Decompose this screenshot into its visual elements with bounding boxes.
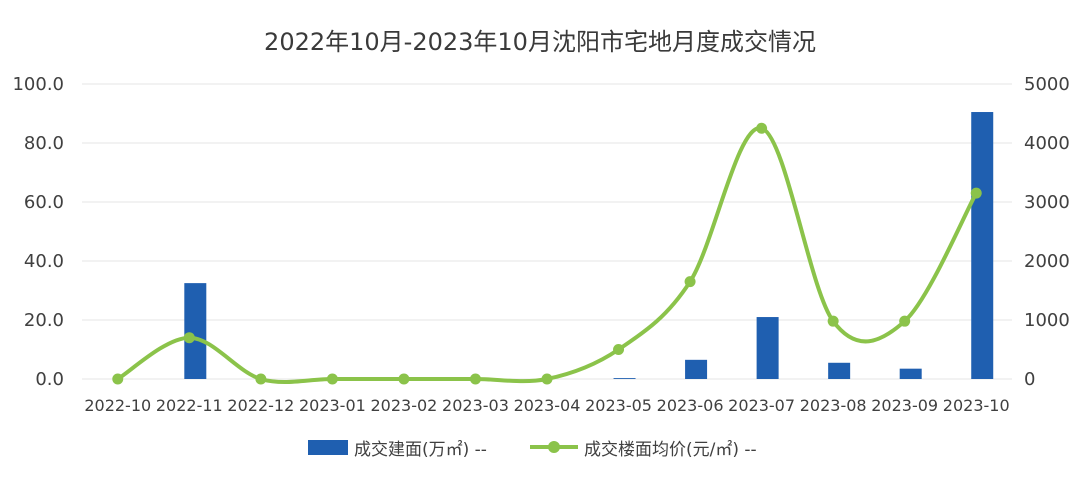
line-point bbox=[469, 373, 481, 385]
x-tick-label: 2023-03 bbox=[442, 396, 509, 415]
line-point bbox=[112, 373, 124, 385]
x-tick-label: 2022-11 bbox=[156, 396, 223, 415]
line-point bbox=[684, 276, 696, 288]
bar bbox=[184, 283, 207, 379]
line-point bbox=[326, 373, 338, 385]
y-right-tick-label: 0 bbox=[1024, 369, 1035, 390]
chart-title: 2022年10月-2023年10月沈阳市宅地月度成交情况 bbox=[264, 28, 816, 56]
x-tick-label: 2022-12 bbox=[227, 396, 294, 415]
line-point bbox=[541, 373, 553, 385]
grid-lines bbox=[82, 83, 1012, 380]
legend: 成交建面(万㎡) -- 成交楼面均价(元/㎡) -- bbox=[0, 433, 1080, 463]
y-right-tick-label: 4000 bbox=[1024, 133, 1070, 154]
line-point bbox=[827, 315, 839, 327]
bar-series bbox=[184, 112, 994, 380]
x-tick-label: 2023-08 bbox=[800, 396, 867, 415]
bar bbox=[685, 359, 708, 379]
legend-bar-swatch bbox=[308, 439, 348, 455]
x-tick-label: 2023-05 bbox=[585, 396, 652, 415]
bar bbox=[613, 378, 636, 379]
axis-labels: 0.0 20.0 40.0 60.0 80.0 100.0 0 1000 2000 3000 400… bbox=[12, 74, 1069, 415]
bar bbox=[971, 112, 994, 380]
legend-line-label: 成交楼面均价(元/㎡) -- bbox=[584, 439, 757, 460]
line-point bbox=[398, 373, 410, 385]
y-right-tick-label: 3000 bbox=[1024, 192, 1070, 213]
line-point bbox=[255, 373, 267, 385]
x-tick-label: 2023-09 bbox=[871, 396, 938, 415]
legend-item-line: 成交楼面均价(元/㎡) -- bbox=[528, 433, 757, 461]
line-point bbox=[970, 187, 982, 199]
x-tick-label: 2023-10 bbox=[943, 396, 1010, 415]
line-point bbox=[613, 344, 625, 355]
legend-item-bar: 成交建面(万㎡) -- bbox=[308, 433, 487, 461]
y-left-tick-label: 60.0 bbox=[24, 192, 64, 213]
y-left-tick-label: 40.0 bbox=[24, 251, 64, 272]
x-tick-label: 2023-01 bbox=[299, 396, 366, 415]
legend-line-swatch bbox=[530, 441, 578, 453]
line-point bbox=[899, 315, 911, 327]
line-path bbox=[116, 126, 978, 385]
x-tick-label: 2023-06 bbox=[657, 396, 724, 415]
bar bbox=[899, 368, 922, 379]
x-tick-label: 2023-04 bbox=[514, 396, 581, 415]
y-left-tick-label: 100.0 bbox=[12, 74, 64, 95]
line-series bbox=[112, 122, 982, 385]
y-right-tick-label: 5000 bbox=[1024, 74, 1070, 95]
bar bbox=[828, 362, 851, 379]
y-left-tick-label: 0.0 bbox=[35, 369, 64, 390]
legend-bar-label: 成交建面(万㎡) -- bbox=[354, 439, 487, 460]
x-tick-label: 2023-02 bbox=[370, 396, 437, 415]
x-tick-label: 2023-07 bbox=[728, 396, 795, 415]
x-tick-label: 2022-10 bbox=[84, 396, 151, 415]
y-left-tick-label: 80.0 bbox=[24, 133, 64, 154]
bar bbox=[756, 317, 779, 379]
y-left-tick-label: 20.0 bbox=[24, 310, 64, 331]
y-right-tick-label: 1000 bbox=[1024, 310, 1070, 331]
y-right-tick-label: 2000 bbox=[1024, 251, 1070, 272]
line-point bbox=[756, 122, 768, 134]
line-point bbox=[183, 332, 195, 344]
